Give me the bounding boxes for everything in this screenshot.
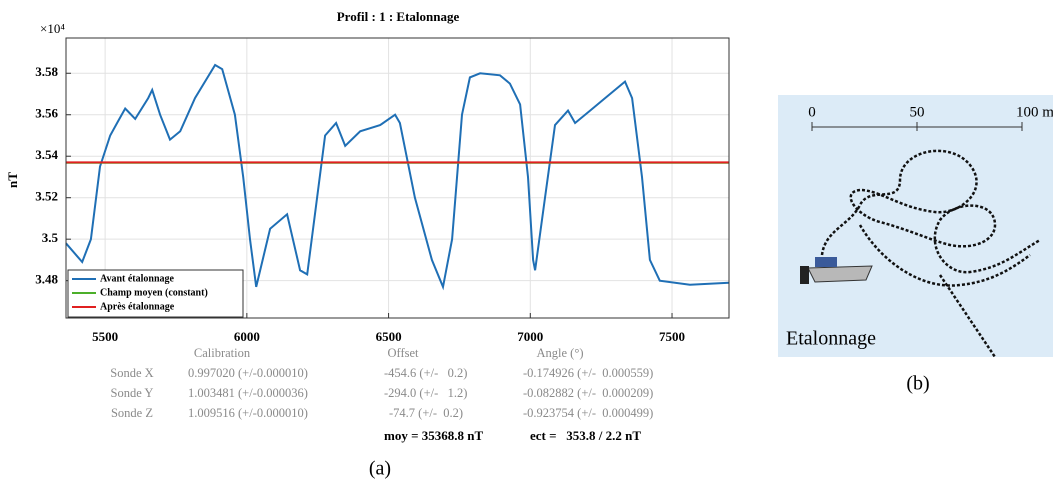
legend-box	[67, 269, 244, 318]
track-path	[820, 149, 1041, 274]
x-tick-label: 6500	[376, 329, 402, 344]
track-path	[938, 274, 997, 358]
cell: 0.997020 (+/-0.000010)	[188, 366, 308, 380]
legend-label: Après étalonnage	[100, 301, 175, 312]
caption: (b)	[906, 373, 929, 395]
table-header: Calibration	[194, 346, 251, 360]
boat-cabin	[815, 257, 837, 267]
x-tick-label: 6000	[234, 329, 260, 344]
x-tick-label: 7500	[659, 329, 685, 344]
caption: (a)	[369, 458, 391, 480]
scale-label: 100 m	[1016, 104, 1053, 120]
map-background	[778, 95, 1053, 357]
legend: Avant étalonnage Champ moyen (constant) Ap…	[67, 269, 244, 318]
plot-frame	[65, 37, 730, 319]
y-axis-label: nT	[5, 172, 20, 188]
boat-motor	[800, 266, 809, 284]
panel-b: 0 50 100 m Etalonnage	[778, 95, 1053, 358]
y-scale-label: ×10⁴	[40, 21, 65, 36]
y-tick-label: 3.52	[35, 189, 58, 204]
boat-icon	[800, 257, 873, 284]
boat-track	[820, 149, 1041, 358]
cell: -0.923754 (+/- 0.000499)	[523, 406, 653, 420]
x-tick-label: 7000	[517, 329, 543, 344]
y-tick-label: 3.54	[35, 147, 58, 162]
cell: -294.0 (+/- 1.2)	[384, 386, 467, 400]
x-tick-label: 5500	[92, 329, 118, 344]
summary-std: ect = 353.8 / 2.2 nT	[530, 428, 641, 443]
row-label: Sonde Z	[111, 406, 153, 420]
track-path	[858, 224, 1031, 287]
map-label: Etalonnage	[786, 328, 876, 350]
cell: -0.082882 (+/- 0.000209)	[523, 386, 653, 400]
scale-label: 50	[910, 104, 925, 120]
table-header: Angle (°)	[537, 346, 584, 360]
row-label: Sonde Y	[111, 386, 154, 400]
cell: -0.174926 (+/- 0.000559)	[523, 366, 653, 380]
series-line	[65, 63, 730, 291]
chart-title: Profil : 1 : Etalonnage	[337, 9, 460, 24]
table-header: Offset	[387, 346, 419, 360]
cell: -74.7 (+/- 0.2)	[389, 406, 463, 420]
y-tick-label: 3.48	[35, 272, 58, 287]
row-label: Sonde X	[110, 366, 153, 380]
scale-label: 0	[808, 104, 816, 120]
stats-table: Calibration Offset Angle (°) Sonde X 0.9…	[110, 346, 653, 443]
cell: -454.6 (+/- 0.2)	[384, 366, 467, 380]
legend-label: Champ moyen (constant)	[100, 287, 208, 298]
y-tick-label: 3.56	[35, 106, 58, 121]
cell: 1.009516 (+/-0.000010)	[188, 406, 308, 420]
cell: 1.003481 (+/-0.000036)	[188, 386, 308, 400]
summary-mean: moy = 35368.8 nT	[384, 428, 483, 443]
boat-hull	[807, 265, 873, 283]
y-tick-label: 3.58	[35, 64, 58, 79]
legend-label: Avant étalonnage	[100, 273, 175, 284]
y-tick-label: 3.5	[42, 230, 59, 245]
